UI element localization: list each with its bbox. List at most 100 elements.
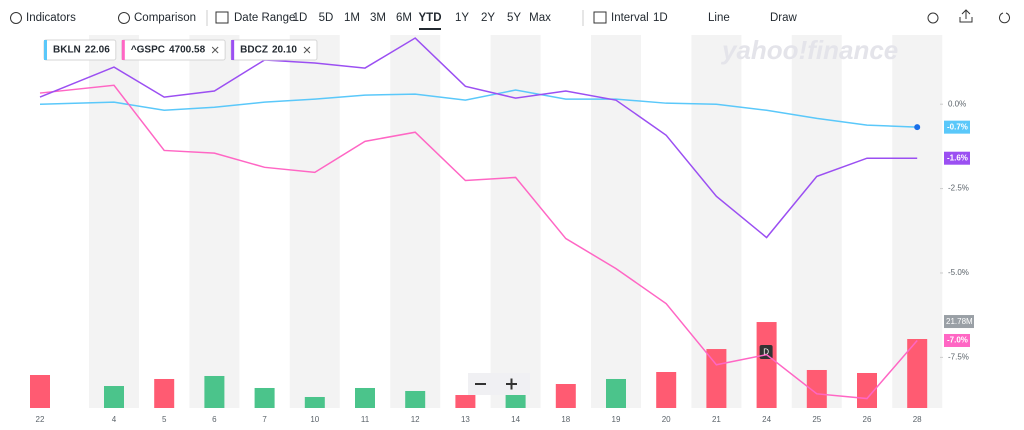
end-label: -1.6% [947,153,968,162]
x-tick-label: 26 [863,415,872,424]
end-label-box [944,333,970,347]
chip-close[interactable] [211,46,219,54]
x-tick-label: 25 [812,415,821,424]
volume-bar [706,349,727,408]
range-button[interactable]: 2Y [481,12,495,24]
y-tick-label: 0.0% [948,99,966,108]
legend-quote: 20.10 [272,45,297,56]
legend-quote: 4700.58 [169,45,206,56]
range-button[interactable]: 1D [293,12,308,24]
legend-name: BKLN [53,45,81,56]
volume-bar [154,378,175,408]
date-range-button[interactable]: Date Range [234,12,295,24]
volume-bar [30,375,50,408]
band [289,35,340,408]
chip-color [121,40,125,60]
chip-color [231,40,235,60]
x-tick-label: 5 [162,415,167,424]
volume-bar [204,375,225,408]
range-button[interactable]: 6M [396,12,412,24]
range-button[interactable]: 3M [370,12,386,24]
icon [118,12,130,24]
range-underline [419,28,441,30]
y-tick-label: -7.5% [948,352,969,361]
watermark: yahoo!finance [720,35,898,65]
zoom-in[interactable] [506,378,517,390]
volume-bar [455,395,476,408]
last-point [914,124,921,131]
range-button[interactable]: 1M [344,12,360,24]
x-tick-label: 14 [511,415,520,424]
range-button[interactable]: 5Y [507,12,521,24]
x-tick-label: 28 [913,415,922,424]
volume-bar [806,369,827,408]
legend-chip[interactable]: BDCZ 20.10 [230,39,318,61]
legend-name: BDCZ [240,45,268,56]
band [791,35,842,408]
end-label-box [944,120,970,134]
series-line [39,37,918,239]
x-tick-label: 13 [461,415,470,424]
bands [89,35,943,408]
volume-bar [606,378,626,408]
volume-bar [555,384,576,408]
draw-button[interactable]: Draw [770,12,798,24]
band [591,35,641,408]
end-label-box [944,151,970,165]
volume-label-box [944,315,974,329]
legend-chip[interactable]: BKLN 22.06 [43,39,117,61]
volume-bar [104,386,124,408]
x-tick-label: 24 [762,415,771,424]
zoom-controls [468,373,530,395]
band [390,35,441,408]
end-label: -7.0% [947,336,968,345]
x-tick-label: 19 [612,415,621,424]
volume-bar [656,372,677,408]
x-tick-label: 7 [262,415,267,424]
range-button[interactable]: 1Y [455,12,469,24]
zoom-box [468,373,530,395]
interval-button[interactable]: Interval [611,12,649,24]
reset-icon[interactable] [999,12,1010,24]
volume-label: 21.78M [946,317,973,326]
volume-bar [254,387,275,408]
x-tick-label: 12 [411,415,420,424]
settings-icon[interactable] [927,12,939,24]
chip-color [44,40,47,60]
y-tick-label: -5.0% [948,268,969,277]
chip-close[interactable] [303,46,311,54]
range-button[interactable]: 5D [319,12,334,24]
x-tick-label: 22 [36,415,45,424]
indicators-button[interactable]: Indicators [26,12,76,24]
volume-bar [857,372,877,408]
range-button[interactable]: Max [529,12,551,24]
comparison-button[interactable]: Comparison [134,12,196,24]
legend-name: ^GSPC [131,45,165,56]
band [189,35,240,408]
icon [215,11,229,24]
x-tick-label: 18 [561,415,570,424]
series-line [39,84,918,400]
volume-bar [304,396,325,408]
volume-bar [355,387,375,408]
marker: D [763,348,769,357]
x-tick-label: 6 [212,415,217,424]
band [490,35,541,408]
volume-bar [405,390,426,408]
x-tick-label: 10 [310,415,319,424]
line-button[interactable]: Line [708,12,730,24]
band [691,35,742,408]
x-tick-label: 20 [662,415,671,424]
share-icon[interactable] [959,9,973,23]
x-tick-label: 4 [112,415,117,424]
icon [10,12,22,24]
end-label: -0.7% [947,122,968,131]
range-button[interactable]: YTD [419,12,442,24]
legend-chip[interactable]: ^GSPC 4700.58 [121,39,226,61]
volume-bar [756,322,777,408]
volume-bar [907,339,928,408]
x-tick-label: 21 [712,415,721,424]
series-line [39,89,918,128]
interval-value[interactable]: 1D [653,12,668,24]
